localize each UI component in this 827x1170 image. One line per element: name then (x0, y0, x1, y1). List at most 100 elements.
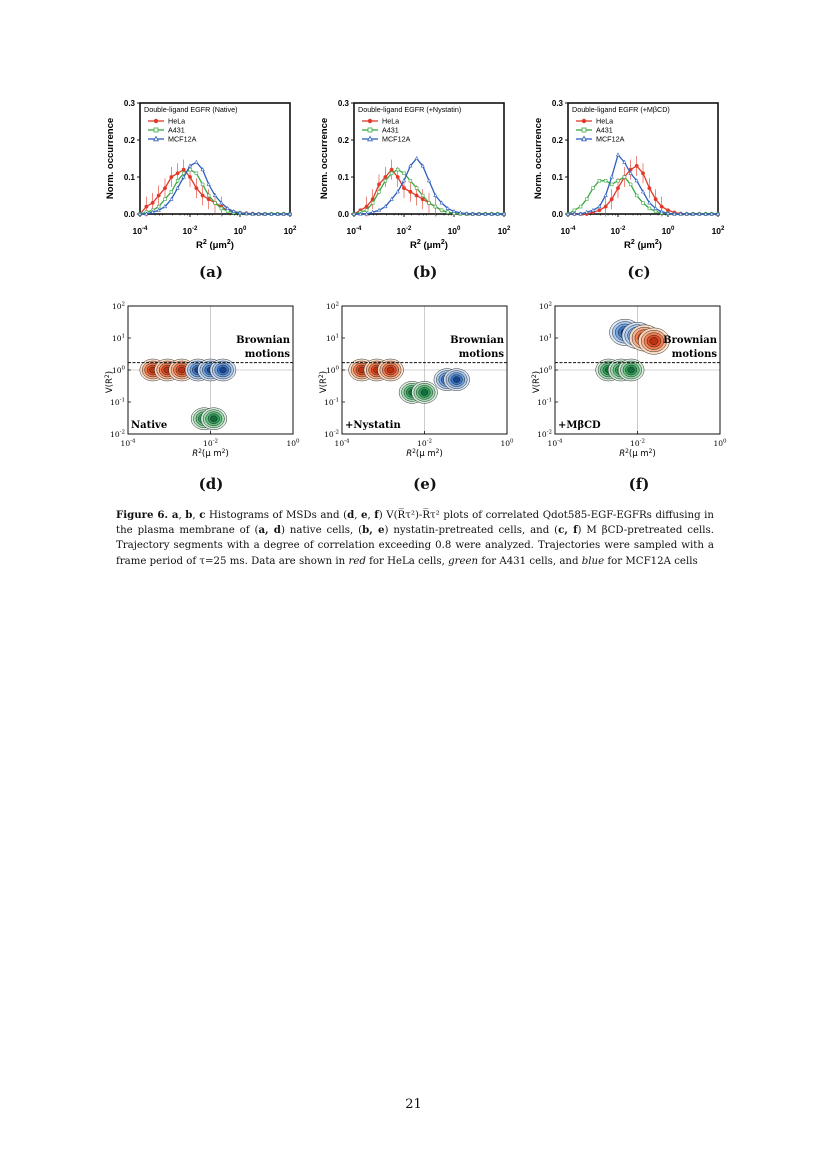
panel-label-b: (b) (412, 263, 438, 281)
density-contour-hela (649, 337, 659, 345)
legend-marker (367, 118, 373, 124)
data-point-a431 (402, 171, 406, 175)
data-point-mcf12a (433, 193, 438, 197)
brownian-label-line1: Brownian (663, 335, 718, 346)
x-axis-label: R2(μ m2) (192, 448, 229, 459)
brownian-label-line1: Brownian (236, 335, 291, 346)
figure-caption: Figure 6. a, b, c Histograms of MSDs and… (116, 508, 714, 569)
x-tick-label: 100 (234, 225, 247, 236)
data-point-mcf12a (697, 211, 702, 216)
x-axis-label: R2(μ m2) (619, 448, 656, 459)
plot-frame (353, 102, 505, 215)
data-point-mcf12a (401, 178, 407, 183)
legend-label: HeLa (168, 117, 185, 126)
data-point-hela (653, 197, 658, 202)
legend-marker (153, 135, 159, 142)
data-point-a431 (157, 204, 161, 209)
chart-title: Double-ligand EGFR (Native) (144, 105, 237, 114)
data-point-mcf12a (634, 178, 639, 183)
y-tick-label: 10-2 (324, 430, 339, 440)
data-point-mcf12a (408, 163, 413, 168)
caption-sep: , (178, 510, 186, 521)
y-axis-label: Norm. occurrence (105, 118, 116, 199)
data-point-mcf12a (144, 211, 149, 216)
data-point-a431 (578, 204, 583, 209)
x-tick-label: 100 (286, 439, 300, 449)
data-point-mcf12a (395, 189, 400, 194)
legend-marker (581, 127, 587, 133)
panel-label-a: (a) (199, 263, 223, 281)
data-point-a431 (414, 186, 419, 190)
x-tick-label: 102 (284, 225, 297, 236)
data-point-mcf12a (647, 200, 652, 205)
data-point-a431 (207, 193, 211, 198)
panel-label-d: (d) (198, 475, 224, 493)
data-point-a431 (603, 179, 608, 183)
y-tick-label: 10-1 (537, 398, 552, 408)
y-tick-label: 0.0 (124, 210, 136, 219)
y-tick-label: 0.3 (124, 99, 136, 108)
data-point-a431 (421, 193, 425, 198)
y-tick-label: 101 (326, 334, 339, 344)
data-point-mcf12a (237, 210, 243, 215)
data-point-hela (659, 204, 664, 209)
data-point-mcf12a (615, 152, 621, 157)
data-point-hela (364, 204, 369, 209)
y-axis-label: Norm. occurrence (319, 118, 330, 199)
data-point-mcf12a (489, 211, 494, 216)
legend-marker (581, 118, 587, 124)
data-point-hela (395, 175, 400, 179)
caption-text: Histograms of MSDs and ( (205, 510, 348, 521)
y-axis-label: V(R2) (318, 371, 329, 393)
data-point-hela (389, 167, 394, 172)
data-point-mcf12a (269, 211, 274, 216)
condition-label: +MβCD (558, 420, 601, 431)
data-point-mcf12a (231, 208, 236, 213)
caption-sep: , (354, 510, 361, 521)
y-axis-label: V(R2) (531, 371, 542, 393)
data-point-mcf12a (219, 200, 224, 205)
caption-green: green (448, 555, 479, 567)
x-tick-label: 100 (662, 225, 675, 236)
x-tick-label: 10-2 (417, 439, 432, 449)
data-point-mcf12a (244, 211, 249, 216)
caption-text: ) native cells, ( (280, 525, 363, 537)
data-point-hela (144, 204, 149, 209)
y-tick-label: 0.0 (552, 210, 564, 219)
data-point-hela (206, 197, 211, 202)
x-tick-label: 100 (500, 439, 514, 449)
data-point-hela (666, 208, 670, 213)
data-point-mcf12a (181, 174, 186, 179)
caption-text: ) M βCD-pretreated cells. Trajectory seg… (116, 525, 714, 567)
data-point-a431 (446, 210, 450, 214)
y-axis-label: V(R2) (104, 371, 115, 393)
data-point-a431 (389, 171, 394, 175)
data-point-mcf12a (200, 167, 205, 172)
data-point-mcf12a (169, 196, 174, 201)
data-point-mcf12a (445, 206, 450, 210)
x-axis-label: R2(μ m2) (406, 448, 443, 459)
data-point-mcf12a (609, 174, 614, 179)
x-axis-label: R2 (μm2) (196, 239, 234, 251)
data-point-a431 (635, 193, 639, 198)
x-tick-label: 10-2 (630, 439, 645, 449)
legend-marker (367, 127, 373, 133)
panel-label-e: (e) (413, 475, 437, 493)
y-tick-label: 10-1 (324, 398, 339, 408)
data-point-mcf12a (628, 170, 633, 175)
legend-marker (153, 118, 159, 124)
legend-label: A431 (596, 126, 613, 135)
data-point-a431 (225, 209, 230, 213)
caption-ad: a, d (258, 524, 281, 537)
data-point-mcf12a (256, 211, 261, 216)
caption-sep: , (367, 510, 375, 521)
caption-b: b (185, 509, 193, 521)
condition-label: Native (131, 420, 167, 431)
legend-label: MCF12A (596, 135, 625, 144)
data-point-hela (181, 167, 186, 172)
data-point-a431 (383, 179, 388, 183)
y-tick-label: 102 (326, 302, 339, 312)
caption-sep: , (192, 510, 200, 521)
data-point-mcf12a (150, 209, 155, 214)
data-point-hela (175, 171, 180, 176)
